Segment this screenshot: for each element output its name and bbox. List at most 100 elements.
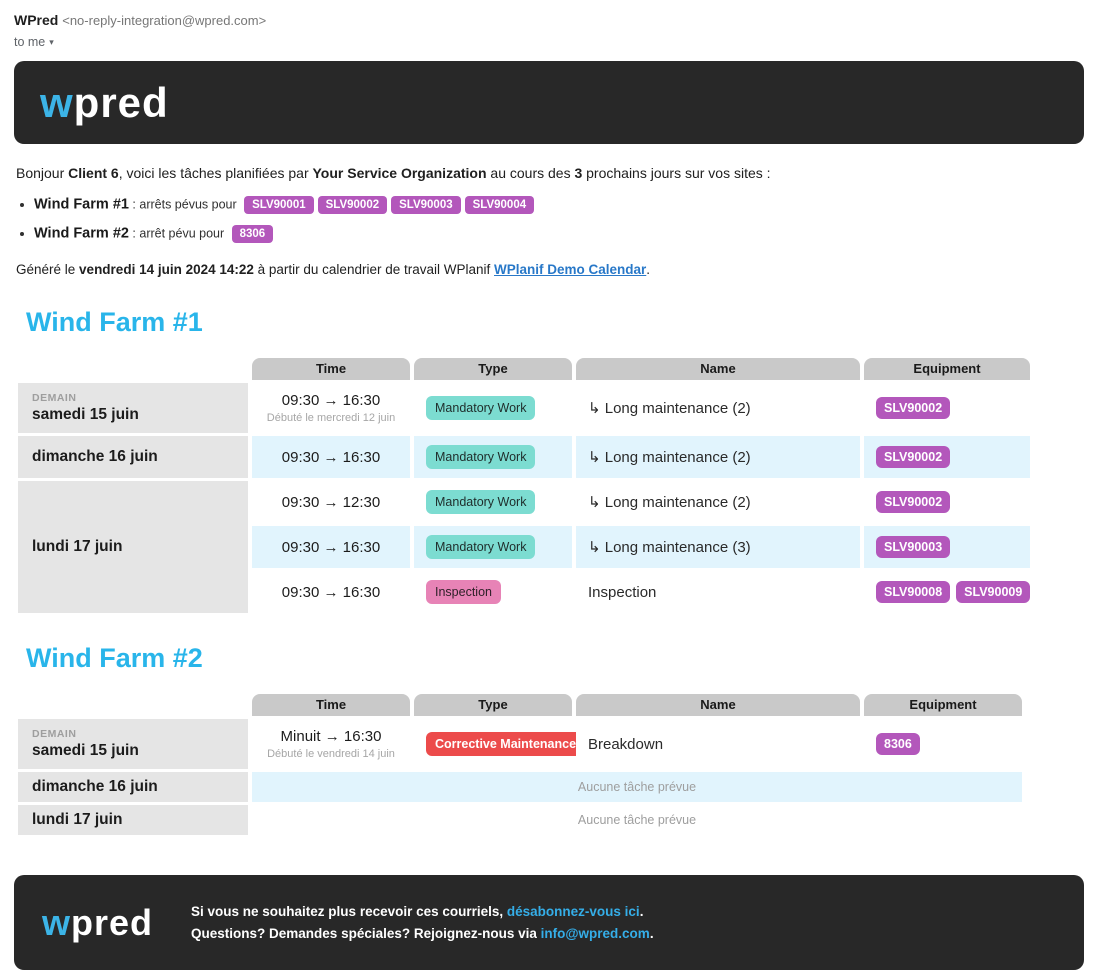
intro-prefix: Bonjour bbox=[16, 165, 69, 181]
column-header: Name bbox=[576, 358, 860, 380]
time-note: Débuté le vendredi 14 juin bbox=[267, 748, 395, 760]
column-header: Equipment bbox=[864, 358, 1030, 380]
wpred-footer-logo: wpred bbox=[42, 901, 154, 943]
equipment-badge: SLV90001 bbox=[244, 196, 314, 214]
footer-logo-rest: pred bbox=[71, 901, 154, 943]
demain-tag: DEMAIN bbox=[32, 392, 77, 404]
time-range: 09:30 → 16:30 bbox=[281, 538, 381, 556]
task-type-badge: Inspection bbox=[426, 580, 501, 604]
time-range: Minuit → 16:30 bbox=[280, 728, 382, 745]
task-name-cell: ↳ Long maintenance (3) bbox=[576, 526, 860, 568]
generated-middle: à partir du calendrier de travail WPlani… bbox=[253, 262, 494, 277]
equipment-badge: SLV90009 bbox=[956, 581, 1031, 603]
time-range: 09:30 → 16:30 bbox=[281, 583, 381, 601]
equipment-badge: 8306 bbox=[876, 733, 920, 755]
equipment-cell: 8306 bbox=[864, 719, 1022, 769]
demain-tag: DEMAIN bbox=[32, 728, 77, 740]
intro-middle: , voici les tâches planifiées par bbox=[118, 165, 313, 181]
footer-banner: wpred Si vous ne souhaitez plus recevoir… bbox=[14, 875, 1084, 971]
farm-section: Wind Farm #1 Time Type Name Equipment DEMAIN s… bbox=[0, 307, 1098, 613]
recipient-dropdown[interactable]: to me ▾ bbox=[14, 35, 54, 49]
column-header: Type bbox=[414, 358, 572, 380]
sender-line: WPred <no-reply-integration@wpred.com> bbox=[14, 12, 1084, 28]
footer-line1-prefix: Si vous ne souhaitez plus recevoir ces c… bbox=[191, 904, 507, 919]
equipment-badge: 8306 bbox=[231, 225, 274, 243]
organization-name: Your Service Organization bbox=[312, 165, 487, 181]
time-range: 09:30 → 16:30 bbox=[281, 448, 381, 466]
days-count: 3 bbox=[574, 165, 583, 181]
date-label: dimanche 16 juin bbox=[32, 448, 158, 465]
generated-line: Généré le vendredi 14 juin 2024 14:22 à … bbox=[16, 262, 1084, 277]
task-name-cell: Inspection bbox=[576, 571, 860, 613]
equipment-cell: SLV90003 bbox=[864, 526, 1030, 568]
farm-section: Wind Farm #2 Time Type Name Equipment DEMAIN s… bbox=[0, 643, 1098, 835]
farm-title: Wind Farm #2 bbox=[26, 643, 203, 673]
date-cell: dimanche 16 juin bbox=[18, 772, 248, 802]
date-label: lundi 17 juin bbox=[32, 538, 123, 555]
type-cell: Mandatory Work bbox=[414, 436, 572, 478]
type-cell: Inspection bbox=[414, 571, 572, 613]
sender-name: WPred bbox=[14, 12, 59, 28]
unsubscribe-link[interactable]: désabonnez-vous ici bbox=[506, 904, 640, 919]
client-name: Client 6 bbox=[68, 165, 119, 181]
site-name: Wind Farm #2 bbox=[34, 225, 129, 242]
schedule-table: Time Type Name Equipment DEMAIN samedi 15 jui… bbox=[18, 358, 1031, 613]
footer-logo-w: w bbox=[42, 901, 72, 943]
task-name-cell: ↳ Long maintenance (2) bbox=[576, 436, 860, 478]
task-type-badge: Corrective Maintenance bbox=[426, 732, 586, 756]
date-cell: lundi 17 juin bbox=[18, 805, 248, 835]
time-cell: 09:30 → 16:30 bbox=[252, 526, 410, 568]
farm-title: Wind Farm #1 bbox=[26, 307, 203, 337]
time-cell: 09:30 → 16:30 bbox=[252, 571, 410, 613]
footer-text: Si vous ne souhaitez plus recevoir ces c… bbox=[191, 901, 654, 944]
sender-address: <no-reply-integration@wpred.com> bbox=[62, 13, 267, 28]
date-cell: lundi 17 juin bbox=[18, 481, 248, 613]
wpred-logo: wpred bbox=[40, 81, 169, 124]
equipment-cell: SLV90002 bbox=[864, 436, 1030, 478]
type-cell: Mandatory Work bbox=[414, 481, 572, 523]
equipment-badge: SLV90003 bbox=[391, 196, 461, 214]
time-cell: 09:30 → 12:30 bbox=[252, 481, 410, 523]
footer-line2-prefix: Questions? Demandes spéciales? Rejoignez… bbox=[191, 925, 541, 941]
column-header: Time bbox=[252, 694, 410, 716]
type-cell: Mandatory Work bbox=[414, 383, 572, 433]
contact-email-link[interactable]: info@wpred.com bbox=[540, 925, 650, 941]
intro-suffix: prochains jours sur vos sites : bbox=[582, 165, 771, 181]
type-cell: Corrective Maintenance bbox=[414, 719, 586, 769]
intro-paragraph: Bonjour Client 6, voici les tâches plani… bbox=[16, 165, 1084, 181]
sites-summary-list: Wind Farm #1 : arrêts pévus pour SLV9000… bbox=[34, 196, 1098, 243]
type-cell: Mandatory Work bbox=[414, 526, 572, 568]
calendar-link[interactable]: WPlanif Demo Calendar bbox=[494, 262, 647, 277]
equipment-badge: SLV90002 bbox=[876, 491, 951, 513]
date-label: dimanche 16 juin bbox=[32, 778, 158, 795]
task-name-cell: ↳ Long maintenance (2) bbox=[576, 481, 860, 523]
time-note: Débuté le mercredi 12 juin bbox=[266, 412, 396, 424]
site-summary-item: Wind Farm #2 : arrêt pévu pour 8306 bbox=[34, 225, 1098, 243]
equipment-badge: SLV90008 bbox=[876, 581, 951, 603]
task-name-cell: Breakdown bbox=[576, 719, 860, 769]
intro-after-org: au cours des bbox=[486, 165, 575, 181]
chevron-down-icon: ▾ bbox=[49, 36, 54, 47]
time-cell: 09:30 → 16:30 Débuté le mercredi 12 juin bbox=[252, 383, 410, 433]
date-label: lundi 17 juin bbox=[32, 811, 123, 828]
generated-prefix: Généré le bbox=[16, 262, 80, 277]
footer-line2-suffix: . bbox=[649, 925, 654, 941]
equipment-cell: SLV90008 SLV90009 bbox=[864, 571, 1031, 613]
task-type-badge: Mandatory Work bbox=[426, 490, 536, 514]
equipment-cell: SLV90002 bbox=[864, 383, 1030, 433]
date-cell: dimanche 16 juin bbox=[18, 436, 248, 478]
date-cell: DEMAIN samedi 15 juin bbox=[18, 383, 248, 433]
column-header: Type bbox=[414, 694, 572, 716]
equipment-badge: SLV90002 bbox=[317, 196, 388, 214]
site-summary-item: Wind Farm #1 : arrêts pévus pour SLV9000… bbox=[34, 196, 1098, 214]
column-header: Name bbox=[576, 694, 860, 716]
date-cell: DEMAIN samedi 15 juin bbox=[18, 719, 248, 769]
equipment-badge: SLV90004 bbox=[464, 196, 535, 214]
time-range: 09:30 → 16:30 bbox=[281, 392, 381, 409]
time-cell: 09:30 → 16:30 bbox=[252, 436, 410, 478]
site-name: Wind Farm #1 bbox=[34, 196, 129, 213]
generated-suffix: . bbox=[646, 262, 651, 277]
task-name-cell: ↳ Long maintenance (2) bbox=[576, 383, 860, 433]
equipment-badge: SLV90002 bbox=[876, 446, 951, 468]
time-range: 09:30 → 12:30 bbox=[281, 493, 381, 511]
